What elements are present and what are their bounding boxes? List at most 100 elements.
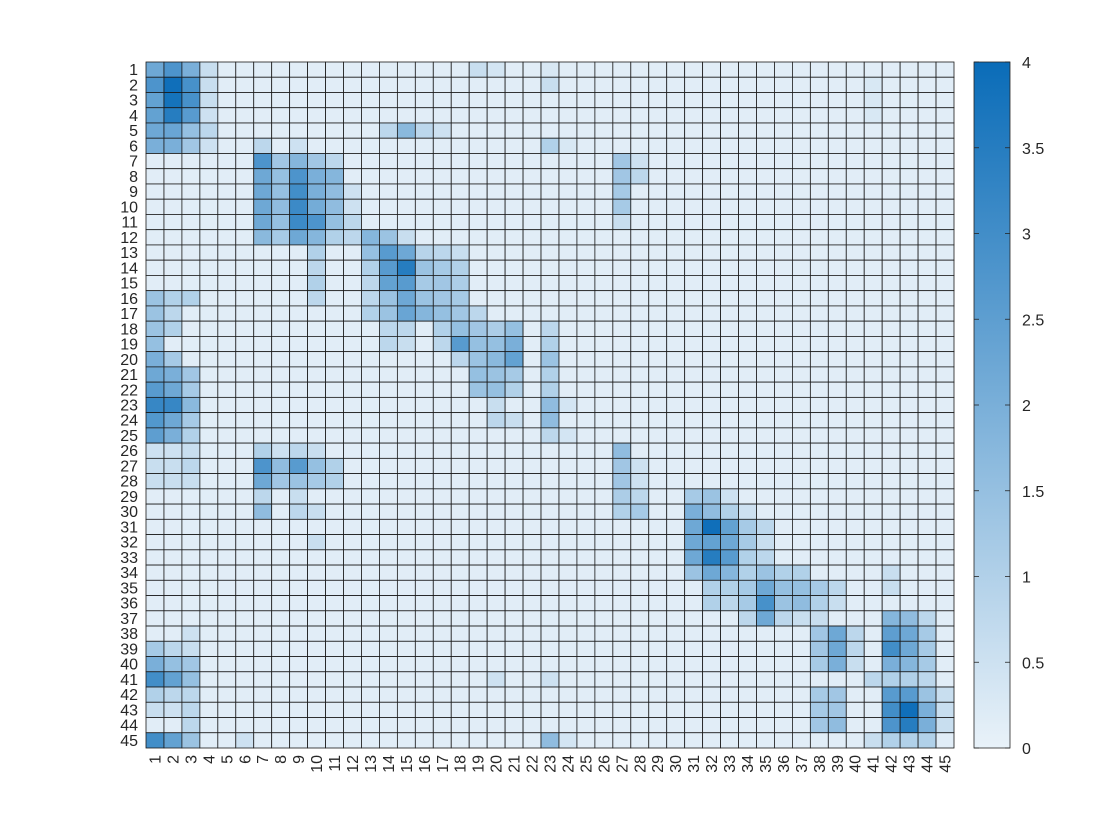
- heatmap-cell: [774, 122, 793, 139]
- heatmap-cell: [217, 610, 237, 627]
- heatmap-cell: [899, 564, 919, 581]
- heatmap-cell: [414, 564, 434, 581]
- heatmap-cell: [396, 549, 416, 566]
- heatmap-cell: [396, 335, 416, 353]
- heatmap-cell: [899, 671, 919, 688]
- heatmap-cell: [271, 427, 291, 444]
- heatmap-cell: [325, 153, 344, 170]
- heatmap-cell: [396, 61, 416, 78]
- heatmap-cell: [235, 732, 255, 749]
- heatmap-cell: [935, 656, 955, 673]
- heatmap-cell: [720, 76, 739, 93]
- heatmap-cell: [917, 534, 937, 551]
- heatmap-cell: [361, 259, 380, 276]
- x-tick-label: 43: [902, 755, 919, 773]
- heatmap-cell: [414, 107, 434, 124]
- heatmap-cell: [935, 153, 955, 170]
- x-tick-label: 14: [381, 755, 398, 773]
- heatmap-cell: [253, 305, 273, 322]
- heatmap-cell: [935, 335, 955, 353]
- heatmap-cell: [792, 153, 811, 170]
- heatmap-cell: [396, 214, 416, 231]
- heatmap-cell: [684, 168, 704, 185]
- heatmap-cell: [576, 320, 596, 337]
- heatmap-cell: [612, 564, 632, 581]
- heatmap-cell: [612, 595, 632, 612]
- heatmap-cell: [504, 351, 524, 368]
- y-tick-label: 10: [120, 199, 138, 216]
- heatmap-cell: [235, 61, 255, 78]
- x-tick-label: 24: [560, 755, 577, 773]
- heatmap-cell: [235, 335, 255, 353]
- heatmap-cell: [845, 168, 865, 185]
- heatmap-cell: [289, 214, 309, 231]
- heatmap-cell: [361, 534, 380, 551]
- heatmap-cell: [145, 732, 165, 749]
- heatmap-cell: [612, 534, 632, 551]
- heatmap-cell: [540, 442, 560, 459]
- heatmap-cell: [648, 442, 668, 459]
- x-tick-label: 21: [507, 755, 524, 773]
- heatmap-cell: [863, 305, 883, 322]
- heatmap-cell: [486, 61, 506, 78]
- heatmap-cell: [522, 427, 542, 444]
- heatmap-cell: [414, 153, 434, 170]
- heatmap-cell: [917, 214, 937, 231]
- heatmap-cell: [235, 534, 255, 551]
- heatmap-cell: [504, 595, 524, 612]
- heatmap-cell: [504, 488, 524, 505]
- heatmap-cell: [396, 534, 416, 551]
- heatmap-cell: [217, 396, 237, 414]
- heatmap-cell: [648, 534, 668, 551]
- heatmap-cell: [486, 290, 506, 307]
- x-tick-label: 25: [578, 755, 595, 773]
- heatmap-cell: [504, 259, 524, 276]
- y-tick-label: 36: [120, 596, 138, 613]
- heatmap-cell: [684, 381, 704, 398]
- heatmap-cell: [486, 457, 506, 474]
- heatmap-cell: [522, 244, 542, 261]
- heatmap-cell: [899, 366, 919, 383]
- heatmap-cell: [540, 671, 560, 688]
- heatmap-cell: [379, 549, 398, 566]
- heatmap-cell: [720, 92, 739, 109]
- heatmap-cell: [145, 656, 165, 673]
- heatmap-cell: [666, 92, 686, 109]
- heatmap-cell: [917, 381, 937, 398]
- heatmap-cell: [809, 595, 829, 612]
- heatmap-cell: [379, 427, 398, 444]
- heatmap-cell: [792, 457, 811, 474]
- heatmap-cell: [468, 686, 488, 703]
- heatmap-cell: [684, 76, 704, 93]
- heatmap-cell: [217, 259, 237, 276]
- heatmap-cell: [630, 396, 650, 414]
- heatmap-cell: [235, 107, 255, 124]
- y-tick-label: 22: [120, 382, 138, 399]
- heatmap-cell: [827, 717, 847, 734]
- heatmap-cell: [648, 595, 668, 612]
- heatmap-cell: [450, 305, 470, 322]
- heatmap-cell: [720, 153, 739, 170]
- heatmap-cell: [343, 351, 362, 368]
- heatmap-cell: [720, 534, 739, 551]
- heatmap-cell: [774, 168, 793, 185]
- heatmap-cell: [271, 473, 291, 490]
- heatmap-cell: [594, 671, 614, 688]
- heatmap-cell: [935, 396, 955, 414]
- heatmap-cell: [486, 473, 506, 490]
- heatmap-cell: [756, 579, 775, 596]
- heatmap-cell: [486, 671, 506, 688]
- heatmap-cell: [576, 61, 596, 78]
- heatmap-cell: [163, 92, 183, 109]
- heatmap-cell: [702, 168, 721, 185]
- heatmap-cell: [809, 214, 829, 231]
- heatmap-cell: [576, 153, 596, 170]
- heatmap-cell: [702, 442, 721, 459]
- heatmap-cell: [684, 396, 704, 414]
- heatmap-cell: [845, 305, 865, 322]
- heatmap-cell: [343, 473, 362, 490]
- heatmap-cell: [145, 168, 165, 185]
- heatmap-cell: [899, 107, 919, 124]
- heatmap-cell: [163, 671, 183, 688]
- heatmap-cell: [414, 640, 434, 657]
